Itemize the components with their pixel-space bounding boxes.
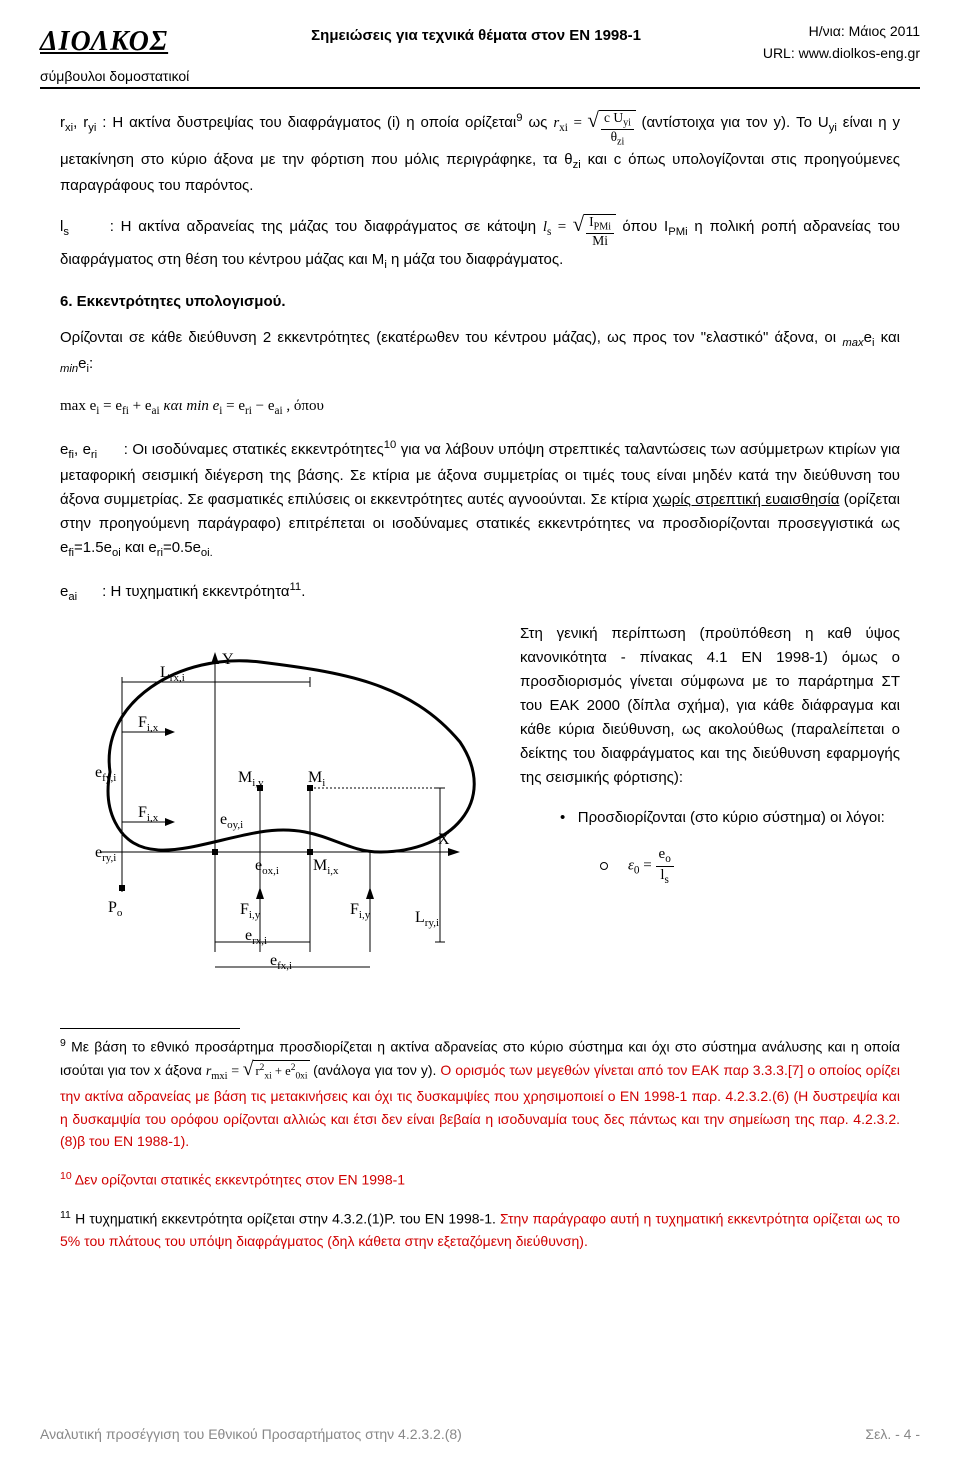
heading-6: 6. Εκκεντρότητες υπολογισμού. xyxy=(60,290,900,314)
header-url: URL: www.diolkos-eng.gr xyxy=(763,42,920,64)
svg-text:Mi,x: Mi,x xyxy=(313,857,339,877)
diagram-figure: Y X Lrx,i xyxy=(60,622,500,992)
svg-text:efx,i: efx,i xyxy=(270,952,292,972)
header-date: Η/νια: Μάιος 2011 xyxy=(763,20,920,42)
equation-epsilon: ε0 = eols xyxy=(520,846,900,886)
svg-text:erx,i: erx,i xyxy=(245,927,267,947)
para-rxi-definition: rxi, ryi : Η ακτίνα δυστρεψίας του διαφρ… xyxy=(60,109,900,198)
equation-max-min: max ei = efi + eai και min ei = eri − ea… xyxy=(60,394,900,420)
svg-text:Fi,x: Fi,x xyxy=(138,804,159,824)
svg-text:Mi,y: Mi,y xyxy=(238,769,264,789)
footer-right: Σελ. - 4 - xyxy=(865,1423,920,1445)
svg-text:eox,i: eox,i xyxy=(255,857,279,877)
y-axis-label: Y xyxy=(222,651,234,668)
svg-text:ery,i: ery,i xyxy=(95,844,116,864)
svg-text:eoy,i: eoy,i xyxy=(220,811,243,831)
svg-text:Fi,y: Fi,y xyxy=(350,901,371,921)
logo: ΔΙΟΛΚΟΣ xyxy=(40,20,189,65)
svg-text:Lry,i: Lry,i xyxy=(415,909,439,929)
bullet-ratios: • Προσδιορίζονται (στο κύριο σύστημα) οι… xyxy=(520,806,900,830)
footer-left: Αναλυτική προσέγγιση του Εθνικού Προσαρτ… xyxy=(40,1423,462,1445)
page-header: ΔΙΟΛΚΟΣ σύμβουλοι δομοστατικοί Σημειώσει… xyxy=(40,20,920,89)
para-eai: eai : Η τυχηματική εκκεντρότητα11. xyxy=(60,578,900,606)
para-eccentricities-intro: Ορίζονται σε κάθε διεύθυνση 2 εκκεντρότη… xyxy=(60,326,900,378)
para-efi-eri: efi, eri : Οι ισοδύναμες στατικές εκκεντ… xyxy=(60,436,900,562)
para-ls-definition: ls : Η ακτίνα αδρανείας της μάζας του δι… xyxy=(60,214,900,275)
header-title: Σημειώσεις για τεχνικά θέματα στον EN 19… xyxy=(189,20,763,48)
svg-text:Fi,y: Fi,y xyxy=(240,901,261,921)
logo-subtitle: σύμβουλοι δομοστατικοί xyxy=(40,65,189,87)
para-general-case: Στη γενική περίπτωση (προϋπόθεση η καθ ύ… xyxy=(520,622,900,790)
svg-text:Po: Po xyxy=(108,899,123,919)
page-footer: Αναλυτική προσέγγιση του Εθνικού Προσαρτ… xyxy=(40,1423,920,1445)
svg-text:efy,i: efy,i xyxy=(95,764,116,784)
svg-text:Fi,x: Fi,x xyxy=(138,714,159,734)
footnotes-block: 9 Με βάση το εθνικό προσάρτημα προσδιορί… xyxy=(60,1022,900,1252)
